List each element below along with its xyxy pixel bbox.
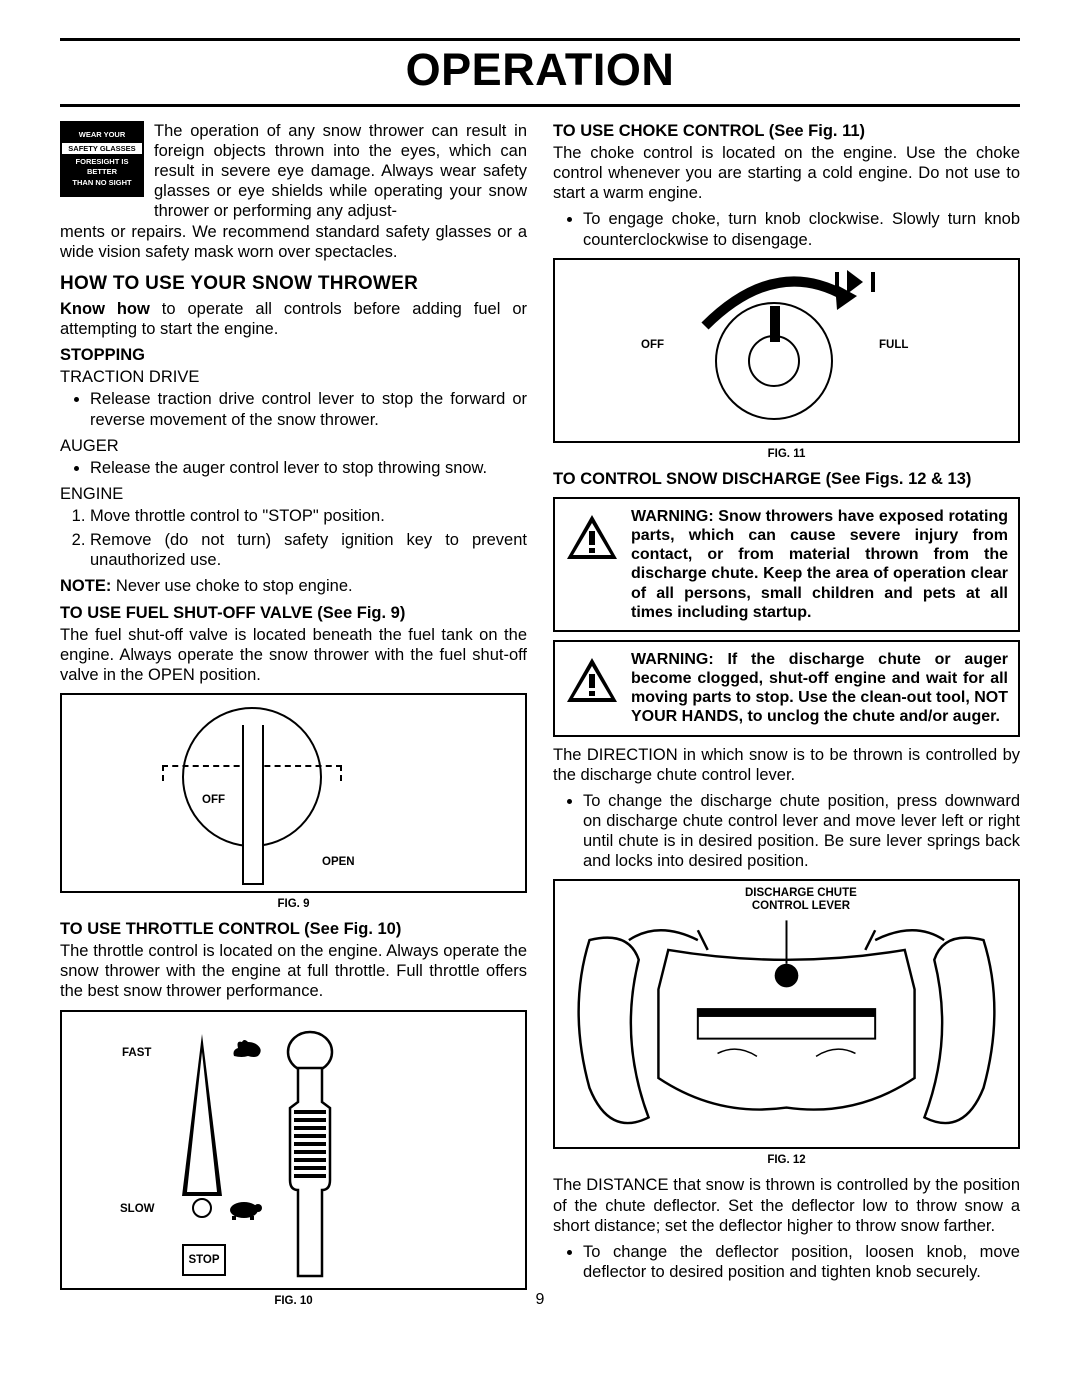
warning-triangle-icon (565, 513, 619, 561)
intro-text-inline: The operation of any snow thrower can re… (154, 121, 527, 222)
engine-step-2: Remove (do not turn) safety ignition key… (90, 530, 527, 570)
fig11-full-label: FULL (879, 338, 908, 352)
traction-label: TRACTION DRIVE (60, 367, 527, 387)
right-column: TO USE CHOKE CONTROL (See Fig. 11) The c… (553, 121, 1020, 1308)
engine-label: ENGINE (60, 484, 527, 504)
fig10-circle (192, 1198, 212, 1218)
figure-12: DISCHARGE CHUTE CONTROL LEVER (553, 879, 1020, 1149)
engine-step-1: Move throttle control to "STOP" position… (90, 506, 527, 526)
safety-glasses-badge: WEAR YOUR SAFETY GLASSES FORESIGHT IS BE… (60, 121, 144, 197)
fig9-open-label: OPEN (322, 855, 355, 869)
rabbit-icon (230, 1036, 264, 1060)
safety-intro: WEAR YOUR SAFETY GLASSES FORESIGHT IS BE… (60, 121, 527, 222)
fig11-caption: FIG. 11 (553, 447, 1020, 461)
direction-bullet: To change the discharge chute position, … (583, 791, 1020, 872)
know-how-bold: Know how (60, 300, 150, 318)
choke-heading: TO USE CHOKE CONTROL (See Fig. 11) (553, 121, 1020, 141)
throttle-lever-icon (280, 1030, 340, 1280)
badge-line: SAFETY GLASSES (62, 143, 142, 154)
direction-text: The DIRECTION in which snow is to be thr… (553, 745, 1020, 785)
figure-10: FAST SLOW STOP (60, 1010, 527, 1290)
control-panel-icon (555, 881, 1018, 1147)
page-title: OPERATION (60, 43, 1020, 98)
fig10-caption: FIG. 10 (60, 1294, 527, 1308)
auger-bullet: Release the auger control lever to stop … (90, 458, 527, 478)
title-bar: OPERATION (60, 38, 1020, 107)
badge-line: FORESIGHT IS BETTER (62, 157, 142, 176)
fig11-pointer (770, 306, 780, 342)
fig10-slow-label: SLOW (120, 1202, 155, 1216)
choke-text: The choke control is located on the engi… (553, 143, 1020, 203)
warning-box-2: WARNING: If the discharge chute or auger… (553, 640, 1020, 737)
left-column: WEAR YOUR SAFETY GLASSES FORESIGHT IS BE… (60, 121, 527, 1308)
fig10-stop-label: STOP (182, 1244, 226, 1276)
fig9-stem (242, 725, 264, 885)
how-to-heading: HOW TO USE YOUR SNOW THROWER (60, 272, 527, 295)
note-bold: NOTE: (60, 577, 111, 595)
fig9-dash-r (340, 765, 342, 781)
content-columns: WEAR YOUR SAFETY GLASSES FORESIGHT IS BE… (60, 121, 1020, 1308)
fig9-dash-l (162, 765, 164, 781)
turtle-icon (226, 1198, 262, 1220)
note-rest: Never use choke to stop engine. (111, 577, 352, 595)
warning-triangle-icon (565, 656, 619, 704)
stopping-heading: STOPPING (60, 345, 527, 365)
traction-bullet: Release traction drive control lever to … (90, 389, 527, 429)
fig10-fast-label: FAST (122, 1046, 151, 1060)
fig11-off-label: OFF (641, 338, 664, 352)
throttle-text: The throttle control is located on the e… (60, 941, 527, 1001)
fuel-heading: TO USE FUEL SHUT-OFF VALVE (See Fig. 9) (60, 603, 527, 623)
fuel-text: The fuel shut-off valve is located benea… (60, 625, 527, 685)
badge-line: THAN NO SIGHT (62, 178, 142, 187)
badge-line: WEAR YOUR (62, 130, 142, 139)
fig10-triangle-inner (187, 1052, 217, 1192)
figure-11: OFF FULL (553, 258, 1020, 443)
auger-label: AUGER (60, 436, 527, 456)
know-how-text: Know how to operate all controls before … (60, 299, 527, 339)
fig12-caption: FIG. 12 (553, 1153, 1020, 1167)
choke-bullet: To engage choke, turn knob clockwise. Sl… (583, 209, 1020, 249)
fig11-knob-inner (748, 335, 800, 387)
distance-bullet: To change the deflector position, loosen… (583, 1242, 1020, 1282)
figure-9: OFF OPEN (60, 693, 527, 893)
page-number: 9 (536, 1290, 545, 1310)
choke-symbol-icon (833, 266, 877, 298)
fig9-off-label: OFF (202, 793, 225, 807)
warning-box-1: WARNING: Snow throwers have exposed rota… (553, 497, 1020, 632)
throttle-heading: TO USE THROTTLE CONTROL (See Fig. 10) (60, 919, 527, 939)
warning-1-text: WARNING: Snow throwers have exposed rota… (631, 507, 1008, 622)
distance-text: The DISTANCE that snow is thrown is cont… (553, 1175, 1020, 1235)
warning-2-text: WARNING: If the discharge chute or auger… (631, 650, 1008, 727)
note-text: NOTE: Never use choke to stop engine. (60, 576, 527, 596)
discharge-heading: TO CONTROL SNOW DISCHARGE (See Figs. 12 … (553, 469, 1020, 489)
fig9-caption: FIG. 9 (60, 897, 527, 911)
intro-text-cont: ments or repairs. We recommend standard … (60, 222, 527, 262)
